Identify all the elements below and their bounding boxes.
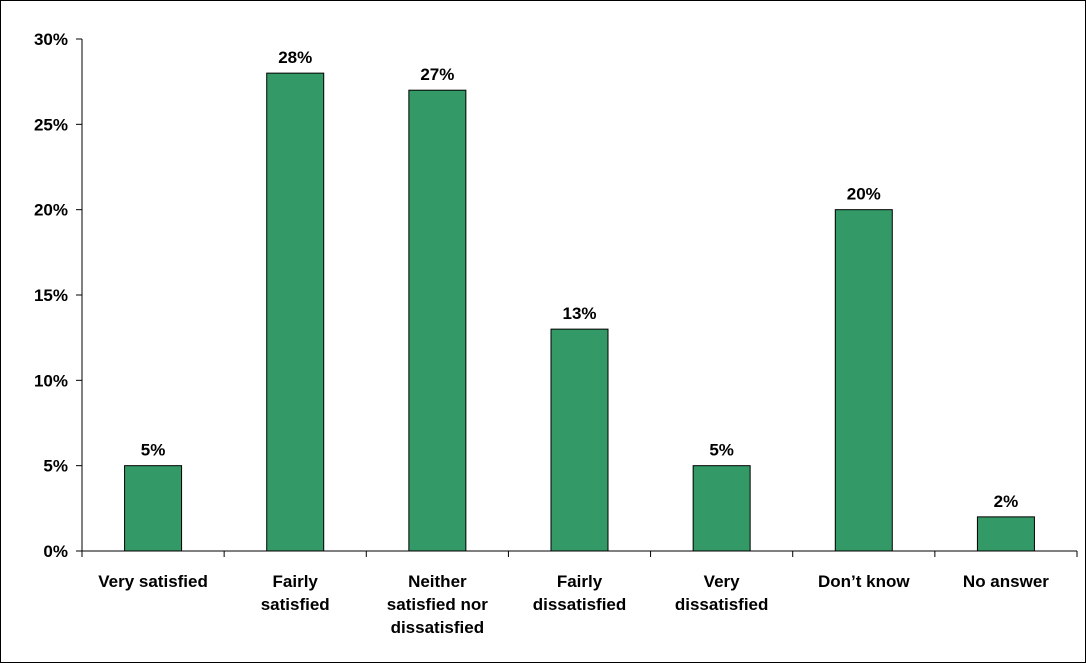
- category-label-line: Don’t know: [818, 572, 910, 591]
- bar: [834, 209, 893, 552]
- data-label: 20%: [847, 185, 881, 204]
- category-label-line: dissatisfied: [391, 618, 485, 637]
- category-label: No answer: [963, 572, 1049, 591]
- category-label-line: Very: [704, 572, 740, 591]
- category-label-line: Neither: [408, 572, 467, 591]
- data-labels: 5% 28% 27% 13% 5% 20% 2%: [141, 48, 1018, 511]
- data-label: 2%: [994, 492, 1019, 511]
- y-axis: 0% 5% 10% 15% 20% 25% 30%: [34, 30, 83, 561]
- data-label: 28%: [278, 48, 312, 67]
- category-label-line: No answer: [963, 572, 1049, 591]
- bar: [266, 72, 325, 552]
- bars: [124, 72, 1035, 552]
- y-tick-label: 15%: [34, 286, 68, 305]
- bar: [408, 89, 467, 552]
- data-label: 5%: [141, 441, 166, 460]
- category-label-line: Very satisfied: [98, 572, 208, 591]
- y-tick-label: 25%: [34, 115, 68, 134]
- y-tick-label: 20%: [34, 201, 68, 220]
- bar: [550, 328, 609, 552]
- bar: [976, 516, 1035, 552]
- bar: [124, 465, 183, 552]
- x-axis: [81, 550, 1078, 557]
- category-label-line: Fairly: [557, 572, 603, 591]
- category-label: Fairly satisfied: [261, 572, 330, 614]
- category-label: Neither satisfied nor dissatisfied: [387, 572, 488, 637]
- category-label-line: satisfied: [261, 595, 330, 614]
- category-labels: Very satisfied Fairly satisfied Neither sati…: [98, 572, 1049, 637]
- category-label-line: dissatisfied: [533, 595, 627, 614]
- category-label-line: satisfied nor: [387, 595, 488, 614]
- category-label-line: Fairly: [273, 572, 319, 591]
- y-tick-label: 5%: [43, 457, 68, 476]
- data-label: 27%: [420, 65, 454, 84]
- data-label: 5%: [709, 441, 734, 460]
- y-tick-label: 30%: [34, 30, 68, 49]
- category-label-line: dissatisfied: [675, 595, 769, 614]
- category-label: Very dissatisfied: [675, 572, 769, 614]
- bar: [692, 465, 751, 552]
- category-label: Don’t know: [818, 572, 910, 591]
- category-label: Very satisfied: [98, 572, 208, 591]
- category-label: Fairly dissatisfied: [533, 572, 627, 614]
- y-tick-label: 10%: [34, 371, 68, 390]
- data-label: 13%: [562, 304, 596, 323]
- y-tick-label: 0%: [43, 542, 68, 561]
